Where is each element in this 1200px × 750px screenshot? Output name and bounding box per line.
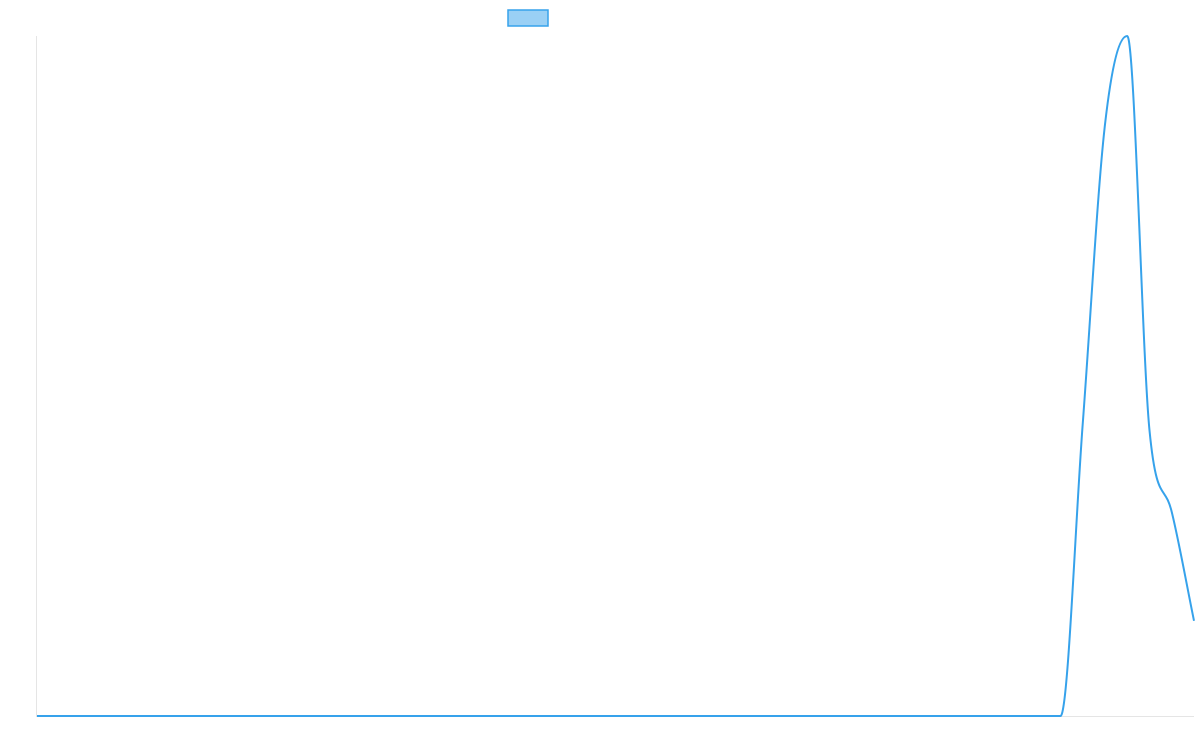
data-point-28[interactable] [657, 713, 663, 719]
data-point-30[interactable] [702, 713, 708, 719]
data-point-13[interactable] [323, 713, 329, 719]
data-point-33[interactable] [768, 713, 774, 719]
data-point-3[interactable] [101, 713, 107, 719]
data-point-20[interactable] [479, 713, 485, 719]
data-point-36[interactable] [835, 713, 841, 719]
data-point-43[interactable] [991, 713, 997, 719]
data-point-50[interactable] [1147, 427, 1153, 433]
data-point-19[interactable] [457, 713, 463, 719]
data-point-40[interactable] [924, 713, 930, 719]
data-point-39[interactable] [902, 713, 908, 719]
data-point-16[interactable] [390, 713, 396, 719]
data-point-35[interactable] [813, 713, 819, 719]
data-point-26[interactable] [613, 713, 619, 719]
data-point-49[interactable] [1124, 33, 1130, 39]
data-point-29[interactable] [679, 713, 685, 719]
data-point-14[interactable] [346, 713, 352, 719]
data-point-22[interactable] [524, 713, 530, 719]
data-point-17[interactable] [412, 713, 418, 719]
data-point-34[interactable] [791, 713, 797, 719]
series-line-0 [37, 34, 1195, 717]
data-point-37[interactable] [857, 713, 863, 719]
data-point-5[interactable] [145, 713, 151, 719]
data-point-21[interactable] [501, 713, 507, 719]
data-point-42[interactable] [969, 713, 975, 719]
data-point-12[interactable] [301, 713, 307, 719]
data-point-38[interactable] [880, 713, 886, 719]
data-point-31[interactable] [724, 713, 730, 719]
data-point-4[interactable] [123, 713, 129, 719]
data-point-18[interactable] [435, 713, 441, 719]
data-point-24[interactable] [568, 713, 574, 719]
data-point-44[interactable] [1013, 713, 1019, 719]
data-point-46[interactable] [1058, 713, 1064, 719]
data-point-6[interactable] [168, 713, 174, 719]
data-point-41[interactable] [946, 713, 952, 719]
data-point-27[interactable] [635, 713, 641, 719]
data-point-9[interactable] [234, 713, 240, 719]
data-point-1[interactable] [56, 713, 62, 719]
data-point-11[interactable] [279, 713, 285, 719]
data-point-47[interactable] [1080, 421, 1086, 427]
legend-swatch[interactable] [507, 9, 549, 27]
data-point-8[interactable] [212, 713, 218, 719]
data-point-10[interactable] [257, 713, 263, 719]
data-point-23[interactable] [546, 713, 552, 719]
data-point-7[interactable] [190, 713, 196, 719]
data-point-2[interactable] [79, 713, 85, 719]
data-point-32[interactable] [746, 713, 752, 719]
data-point-45[interactable] [1035, 713, 1041, 719]
data-point-0[interactable] [34, 713, 40, 719]
data-point-48[interactable] [1102, 121, 1108, 127]
data-point-51[interactable] [1169, 509, 1175, 515]
data-point-25[interactable] [590, 713, 596, 719]
data-point-52[interactable] [1191, 618, 1197, 624]
data-point-15[interactable] [368, 713, 374, 719]
